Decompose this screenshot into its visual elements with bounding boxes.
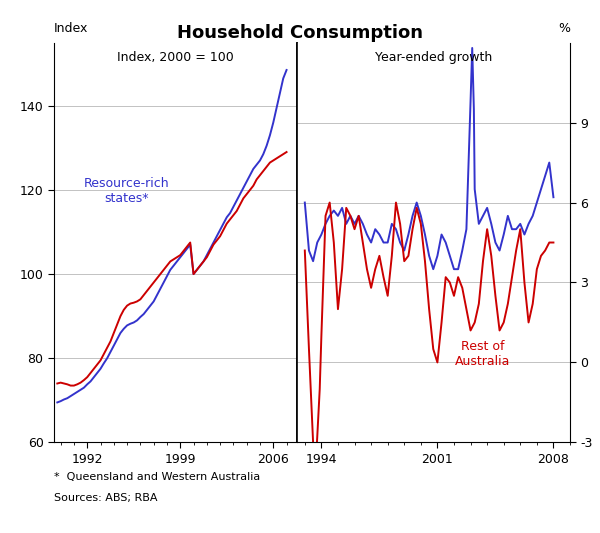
Text: Rest of
Australia: Rest of Australia [455, 341, 510, 368]
Text: Index: Index [54, 22, 88, 35]
Text: Year-ended growth: Year-ended growth [374, 51, 492, 63]
Text: Household Consumption: Household Consumption [177, 24, 423, 42]
Text: *  Queensland and Western Australia: * Queensland and Western Australia [54, 472, 260, 482]
Text: Resource-rich
states*: Resource-rich states* [84, 176, 170, 205]
Text: Sources: ABS; RBA: Sources: ABS; RBA [54, 493, 157, 503]
Text: %: % [558, 22, 570, 35]
Text: Index, 2000 = 100: Index, 2000 = 100 [117, 51, 233, 63]
